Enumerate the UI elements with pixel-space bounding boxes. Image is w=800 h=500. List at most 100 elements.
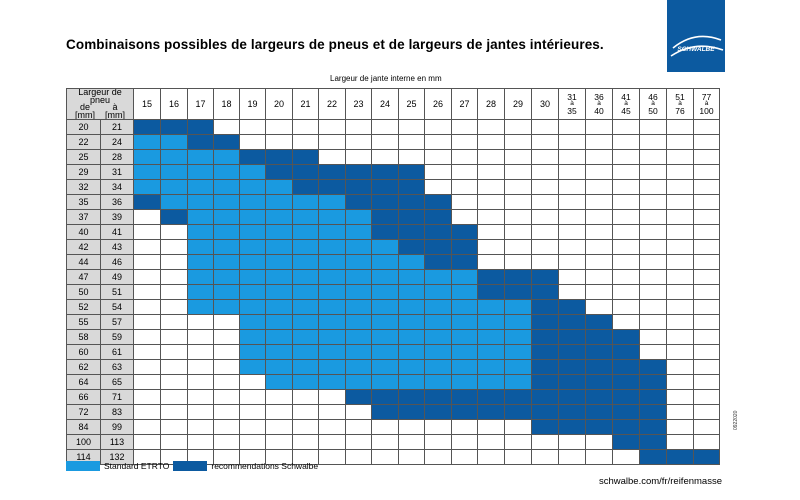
table-row: 44 46 <box>66 254 720 270</box>
cell-empty <box>265 404 293 420</box>
rim-width-label: 18 <box>221 99 232 109</box>
cell-empty <box>292 434 319 450</box>
cell-empty <box>666 389 694 405</box>
cell-recommended <box>504 269 532 285</box>
cell-empty <box>693 389 720 405</box>
cell-empty <box>504 209 532 225</box>
cell-standard <box>213 179 240 195</box>
cell-empty <box>504 119 532 135</box>
cell-standard <box>292 224 319 240</box>
tire-header-unit-from: [mm] <box>75 109 95 120</box>
cell-recommended <box>213 134 240 150</box>
cell-empty <box>639 194 667 210</box>
rim-width-label: 77 <box>701 92 712 102</box>
cell-standard <box>318 239 346 255</box>
cell-recommended <box>398 404 425 420</box>
tire-width-to: 54 <box>100 299 134 315</box>
cell-empty <box>160 284 188 300</box>
tire-width-to: 83 <box>100 404 134 420</box>
cell-recommended <box>265 164 293 180</box>
cell-empty <box>693 284 720 300</box>
cell-empty <box>558 149 586 165</box>
cell-empty <box>133 254 161 270</box>
cell-standard <box>213 194 240 210</box>
rim-width-label: 21 <box>300 99 311 109</box>
cell-empty <box>585 119 613 135</box>
cell-standard <box>187 209 214 225</box>
cell-empty <box>666 164 694 180</box>
cell-empty <box>477 164 505 180</box>
tire-header-a: à <box>112 102 118 112</box>
cell-recommended <box>451 404 478 420</box>
cell-empty <box>424 449 452 465</box>
cell-standard <box>292 194 319 210</box>
cell-empty <box>612 254 640 270</box>
cell-recommended <box>371 209 399 225</box>
rim-width-label: 36 <box>594 92 604 102</box>
cell-standard <box>239 194 266 210</box>
rim-width-label: 35 <box>567 106 577 116</box>
cell-empty <box>585 134 613 150</box>
legend-swatch-standard <box>66 461 100 471</box>
table-row: 84 99 <box>66 419 720 435</box>
cell-recommended <box>558 404 586 420</box>
legend: Standard ETRTO recommendations Schwalbe <box>66 461 318 471</box>
rim-width-label: 50 <box>648 106 658 116</box>
cell-empty <box>693 299 720 315</box>
cell-recommended <box>504 404 532 420</box>
cell-recommended <box>451 239 478 255</box>
tire-width-to: 61 <box>100 344 134 360</box>
cell-empty <box>318 149 346 165</box>
cell-empty <box>612 134 640 150</box>
cell-empty <box>693 269 720 285</box>
cell-empty <box>451 164 478 180</box>
cell-standard <box>213 209 240 225</box>
tire-width-to: 49 <box>100 269 134 285</box>
tire-width-from: 35 <box>66 194 101 210</box>
cell-empty <box>612 164 640 180</box>
rim-width-header: 15 <box>133 88 161 120</box>
rim-width-header: 21 <box>292 88 319 120</box>
rim-width-header: 19 <box>239 88 266 120</box>
rim-width-label: 76 <box>675 106 685 116</box>
cell-recommended <box>531 269 559 285</box>
cell-standard <box>292 209 319 225</box>
table-row: 114 132 <box>66 449 720 465</box>
cell-empty <box>477 449 505 465</box>
cell-standard <box>345 359 372 375</box>
table-row: 52 54 <box>66 299 720 315</box>
cell-standard <box>187 239 214 255</box>
brand-wordmark: SCHWALBE <box>677 46 715 53</box>
cell-empty <box>477 419 505 435</box>
cell-recommended <box>160 209 188 225</box>
cell-empty <box>666 299 694 315</box>
cell-empty <box>133 404 161 420</box>
cell-empty <box>585 434 613 450</box>
tire-width-from: 40 <box>66 224 101 240</box>
cell-empty <box>639 299 667 315</box>
cell-standard <box>265 269 293 285</box>
source-url[interactable]: schwalbe.com/fr/reifenmasse <box>598 476 722 487</box>
cell-standard <box>451 344 478 360</box>
cell-standard <box>371 374 399 390</box>
legend-swatch-recommended <box>173 461 208 471</box>
cell-empty <box>666 179 694 195</box>
cell-empty <box>558 269 586 285</box>
cell-empty <box>639 209 667 225</box>
cell-empty <box>371 134 399 150</box>
cell-recommended <box>424 404 452 420</box>
table-row: 25 28 <box>66 149 720 165</box>
cell-standard <box>345 299 372 315</box>
cell-standard <box>160 134 188 150</box>
cell-standard <box>133 164 161 180</box>
table-row: 64 65 <box>66 374 720 390</box>
cell-standard <box>239 314 266 330</box>
cell-recommended <box>424 389 452 405</box>
cell-empty <box>639 224 667 240</box>
cell-empty <box>187 419 214 435</box>
cell-empty <box>371 119 399 135</box>
cell-empty <box>398 119 425 135</box>
cell-empty <box>612 239 640 255</box>
cell-recommended <box>639 374 667 390</box>
cell-empty <box>666 254 694 270</box>
